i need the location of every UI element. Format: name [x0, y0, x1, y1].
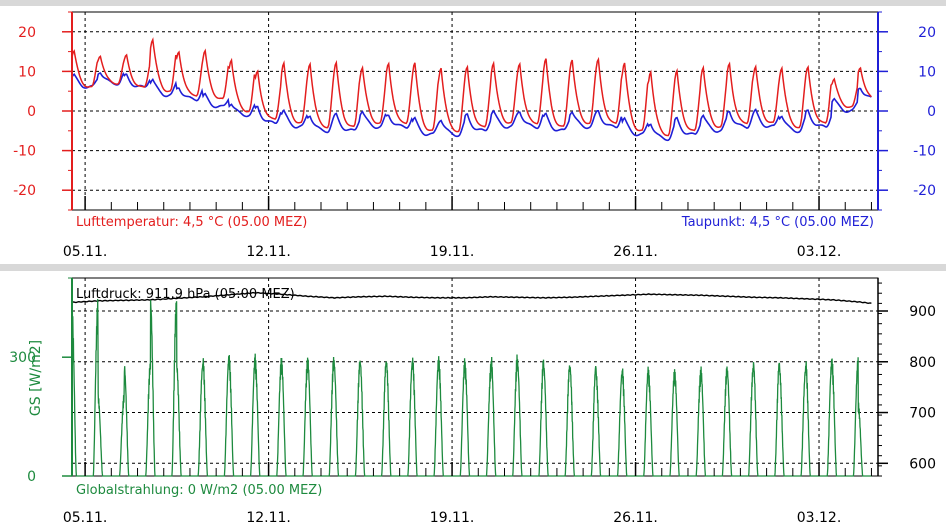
axis-tick-label: 600	[909, 456, 936, 472]
x-date-label: 05.11.	[63, 510, 108, 526]
pressure-annotation: Luftdruck: 911,9 hPa (05:00 MEZ)	[76, 287, 295, 302]
x-date-label: 12.11.	[246, 510, 291, 526]
axis-tick-label: 0	[27, 104, 36, 120]
axis-tick-label: 10	[918, 64, 936, 80]
axis-tick-label: 700	[909, 406, 936, 422]
x-date-label: 26.11.	[613, 510, 658, 526]
axis-tick-label: 900	[909, 304, 936, 320]
radiation-axis-label: GS [W/m2]	[28, 340, 44, 416]
x-date-label: 19.11.	[430, 244, 475, 260]
dewpoint-annotation: Taupunkt: 4,5 °C (05.00 MEZ)	[681, 215, 874, 230]
x-date-label: 19.11.	[430, 510, 475, 526]
axis-tick-label: -20	[913, 183, 936, 199]
axis-tick-label: 800	[909, 355, 936, 371]
temperature-annotation: Lufttemperatur: 4,5 °C (05.00 MEZ)	[76, 215, 307, 230]
radiation-annotation: Globalstrahlung: 0 W/m2 (05.00 MEZ)	[76, 483, 322, 498]
axis-tick-label: -20	[13, 183, 36, 199]
temperature-panel: 20 10 0 -10 -20 20 10 0 -10 -20 Lufttemperatur: …	[13, 11, 936, 260]
x-date-label: 03.12.	[797, 510, 842, 526]
axis-tick-label: 20	[18, 25, 36, 41]
axis-tick-label: 20	[918, 25, 936, 41]
axis-tick-label: -10	[913, 144, 936, 160]
axis-tick-label: 10	[18, 64, 36, 80]
axis-tick-label: 0	[27, 469, 36, 485]
axis-tick-label: -10	[13, 144, 36, 160]
top-band	[0, 0, 946, 6]
dewpoint-series-line	[71, 71, 872, 142]
x-date-label: 05.11.	[63, 244, 108, 260]
temperature-series-line	[71, 37, 872, 137]
pressure-radiation-panel: 300 0 900 800 700 600 Luftdruck: 911,9 hPa (…	[9, 277, 936, 526]
panel-separator	[0, 264, 946, 271]
radiation-series-line	[71, 298, 872, 477]
x-date-label: 26.11.	[613, 244, 658, 260]
axis-tick-label: 0	[927, 104, 936, 120]
x-date-label: 03.12.	[797, 244, 842, 260]
pressure-series-line	[71, 291, 872, 305]
axis-tick-label: 300	[9, 350, 36, 366]
x-date-label: 12.11.	[246, 244, 291, 260]
